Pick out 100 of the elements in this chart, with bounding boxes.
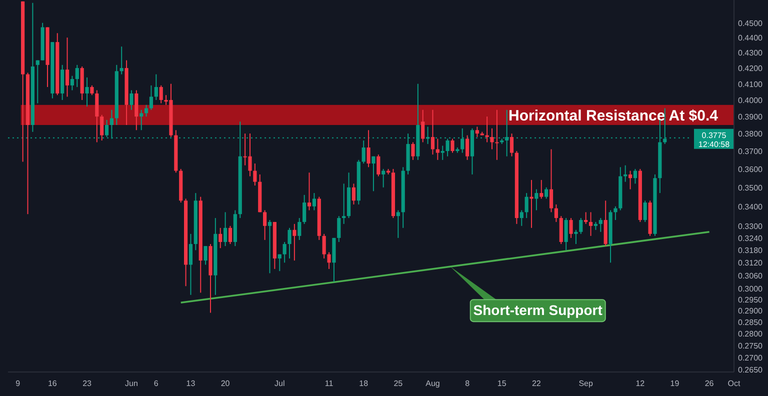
candlestick: [292, 223, 296, 262]
y-tick-label: 0.4200: [738, 64, 764, 74]
x-tick-label: 6: [154, 379, 159, 388]
x-tick-label: 15: [497, 379, 507, 388]
y-tick-label: 0.3120: [738, 258, 764, 268]
y-tick-label: 0.3300: [738, 222, 764, 231]
candlestick: [204, 246, 208, 266]
y-tick-label: 0.3400: [738, 202, 764, 212]
x-tick-label: Oct: [728, 379, 741, 388]
candlestick: [628, 170, 632, 190]
candlestick: [495, 109, 499, 160]
candlestick: [327, 252, 331, 270]
candlestick: [446, 138, 450, 157]
candlestick: [544, 186, 548, 200]
y-tick-label: 0.2800: [738, 329, 764, 338]
x-tick-label: Jun: [125, 379, 138, 388]
y-tick-label: 0.2650: [738, 366, 764, 375]
candlestick: [559, 216, 563, 245]
candlestick: [149, 84, 154, 110]
candlestick: [614, 206, 618, 220]
candlestick: [224, 212, 228, 247]
candlestick: [554, 204, 558, 222]
x-tick-label: 20: [220, 379, 230, 388]
candlestick: [579, 218, 583, 234]
candlestick: [624, 164, 628, 182]
candlestick: [436, 138, 440, 160]
candlestick: [475, 126, 479, 138]
candlestick: [85, 76, 89, 108]
candlestick: [140, 109, 144, 131]
annotation: 12:40:58: [698, 140, 730, 149]
x-tick-label: 25: [394, 379, 404, 388]
candlestick: [188, 233, 193, 296]
candlestick: [421, 109, 425, 143]
x-tick-label: Jul: [274, 379, 285, 388]
annotation: Short-term Support: [473, 302, 603, 318]
candlestick: [298, 218, 302, 240]
y-tick-label: 0.3800: [738, 130, 764, 139]
y-tick-label: 0.3000: [738, 284, 764, 294]
y-tick-label: 0.4500: [738, 18, 764, 28]
candlestick: [569, 218, 573, 238]
ref-line-label: 0.3775: [702, 130, 727, 140]
y-tick-label: 0.3600: [738, 164, 764, 174]
candlestick: [130, 90, 134, 110]
candlestick: [322, 233, 326, 259]
x-tick-label: 23: [82, 379, 92, 388]
x-tick-label: 13: [186, 379, 196, 388]
candlestick: [524, 192, 528, 219]
candlestick: [549, 148, 554, 213]
candlestick: [268, 219, 272, 274]
candlestick: [574, 229, 578, 245]
x-tick-label: 18: [359, 379, 369, 388]
x-tick-label: 16: [48, 379, 58, 388]
candlestick: [540, 179, 544, 200]
candlestick: [382, 168, 386, 188]
y-tick-label: 0.4300: [738, 48, 764, 58]
candlestick: [466, 134, 470, 160]
candlestick: [584, 212, 588, 224]
candlestick: [144, 104, 148, 118]
y-tick-label: 0.3500: [738, 183, 764, 192]
y-tick-label: 0.2850: [738, 318, 764, 327]
x-tick-label: 19: [670, 379, 680, 388]
candlestick: [70, 75, 74, 91]
candlestick: [490, 128, 494, 150]
x-tick-label: 26: [704, 379, 714, 388]
y-tick-label: 0.3240: [738, 234, 764, 243]
candlestick: [302, 194, 306, 224]
candlestick: [288, 227, 292, 259]
candlestick: [342, 183, 346, 224]
candlestick: [337, 216, 341, 242]
candlestick: [534, 188, 538, 211]
y-tick-label: 0.2700: [738, 353, 764, 362]
candlestick: [307, 172, 312, 211]
candlestick: [154, 74, 158, 100]
candlestick: [312, 192, 316, 211]
candlestick: [282, 241, 286, 264]
candlestick: [396, 210, 400, 238]
y-tick-label: 0.2950: [738, 295, 764, 304]
candlestick: [90, 84, 94, 96]
candlestick: [520, 210, 524, 226]
y-tick-label: 0.3180: [738, 246, 764, 256]
candlestick: [411, 142, 415, 160]
x-tick-label: 11: [324, 379, 334, 388]
band-label: Horizontal Resistance At $0.4: [508, 107, 719, 124]
candlestick: [588, 212, 593, 236]
candlestick: [564, 218, 568, 251]
candlestick: [362, 140, 366, 164]
candlestick: [100, 114, 104, 141]
candlestick: [430, 109, 435, 156]
y-tick-label: 0.3900: [738, 112, 764, 122]
candlestick: [134, 90, 138, 131]
x-tick-label: 8: [465, 379, 470, 388]
candlestick: [253, 163, 257, 186]
y-tick-label: 0.3060: [738, 271, 764, 280]
candlestick: [65, 37, 70, 98]
x-tick-label: 12: [636, 379, 646, 388]
candlestick: [372, 156, 376, 192]
candlestick: [450, 138, 454, 154]
candlestick: [376, 154, 380, 177]
candlestick: [278, 254, 282, 272]
y-tick-label: 0.4100: [738, 80, 764, 89]
